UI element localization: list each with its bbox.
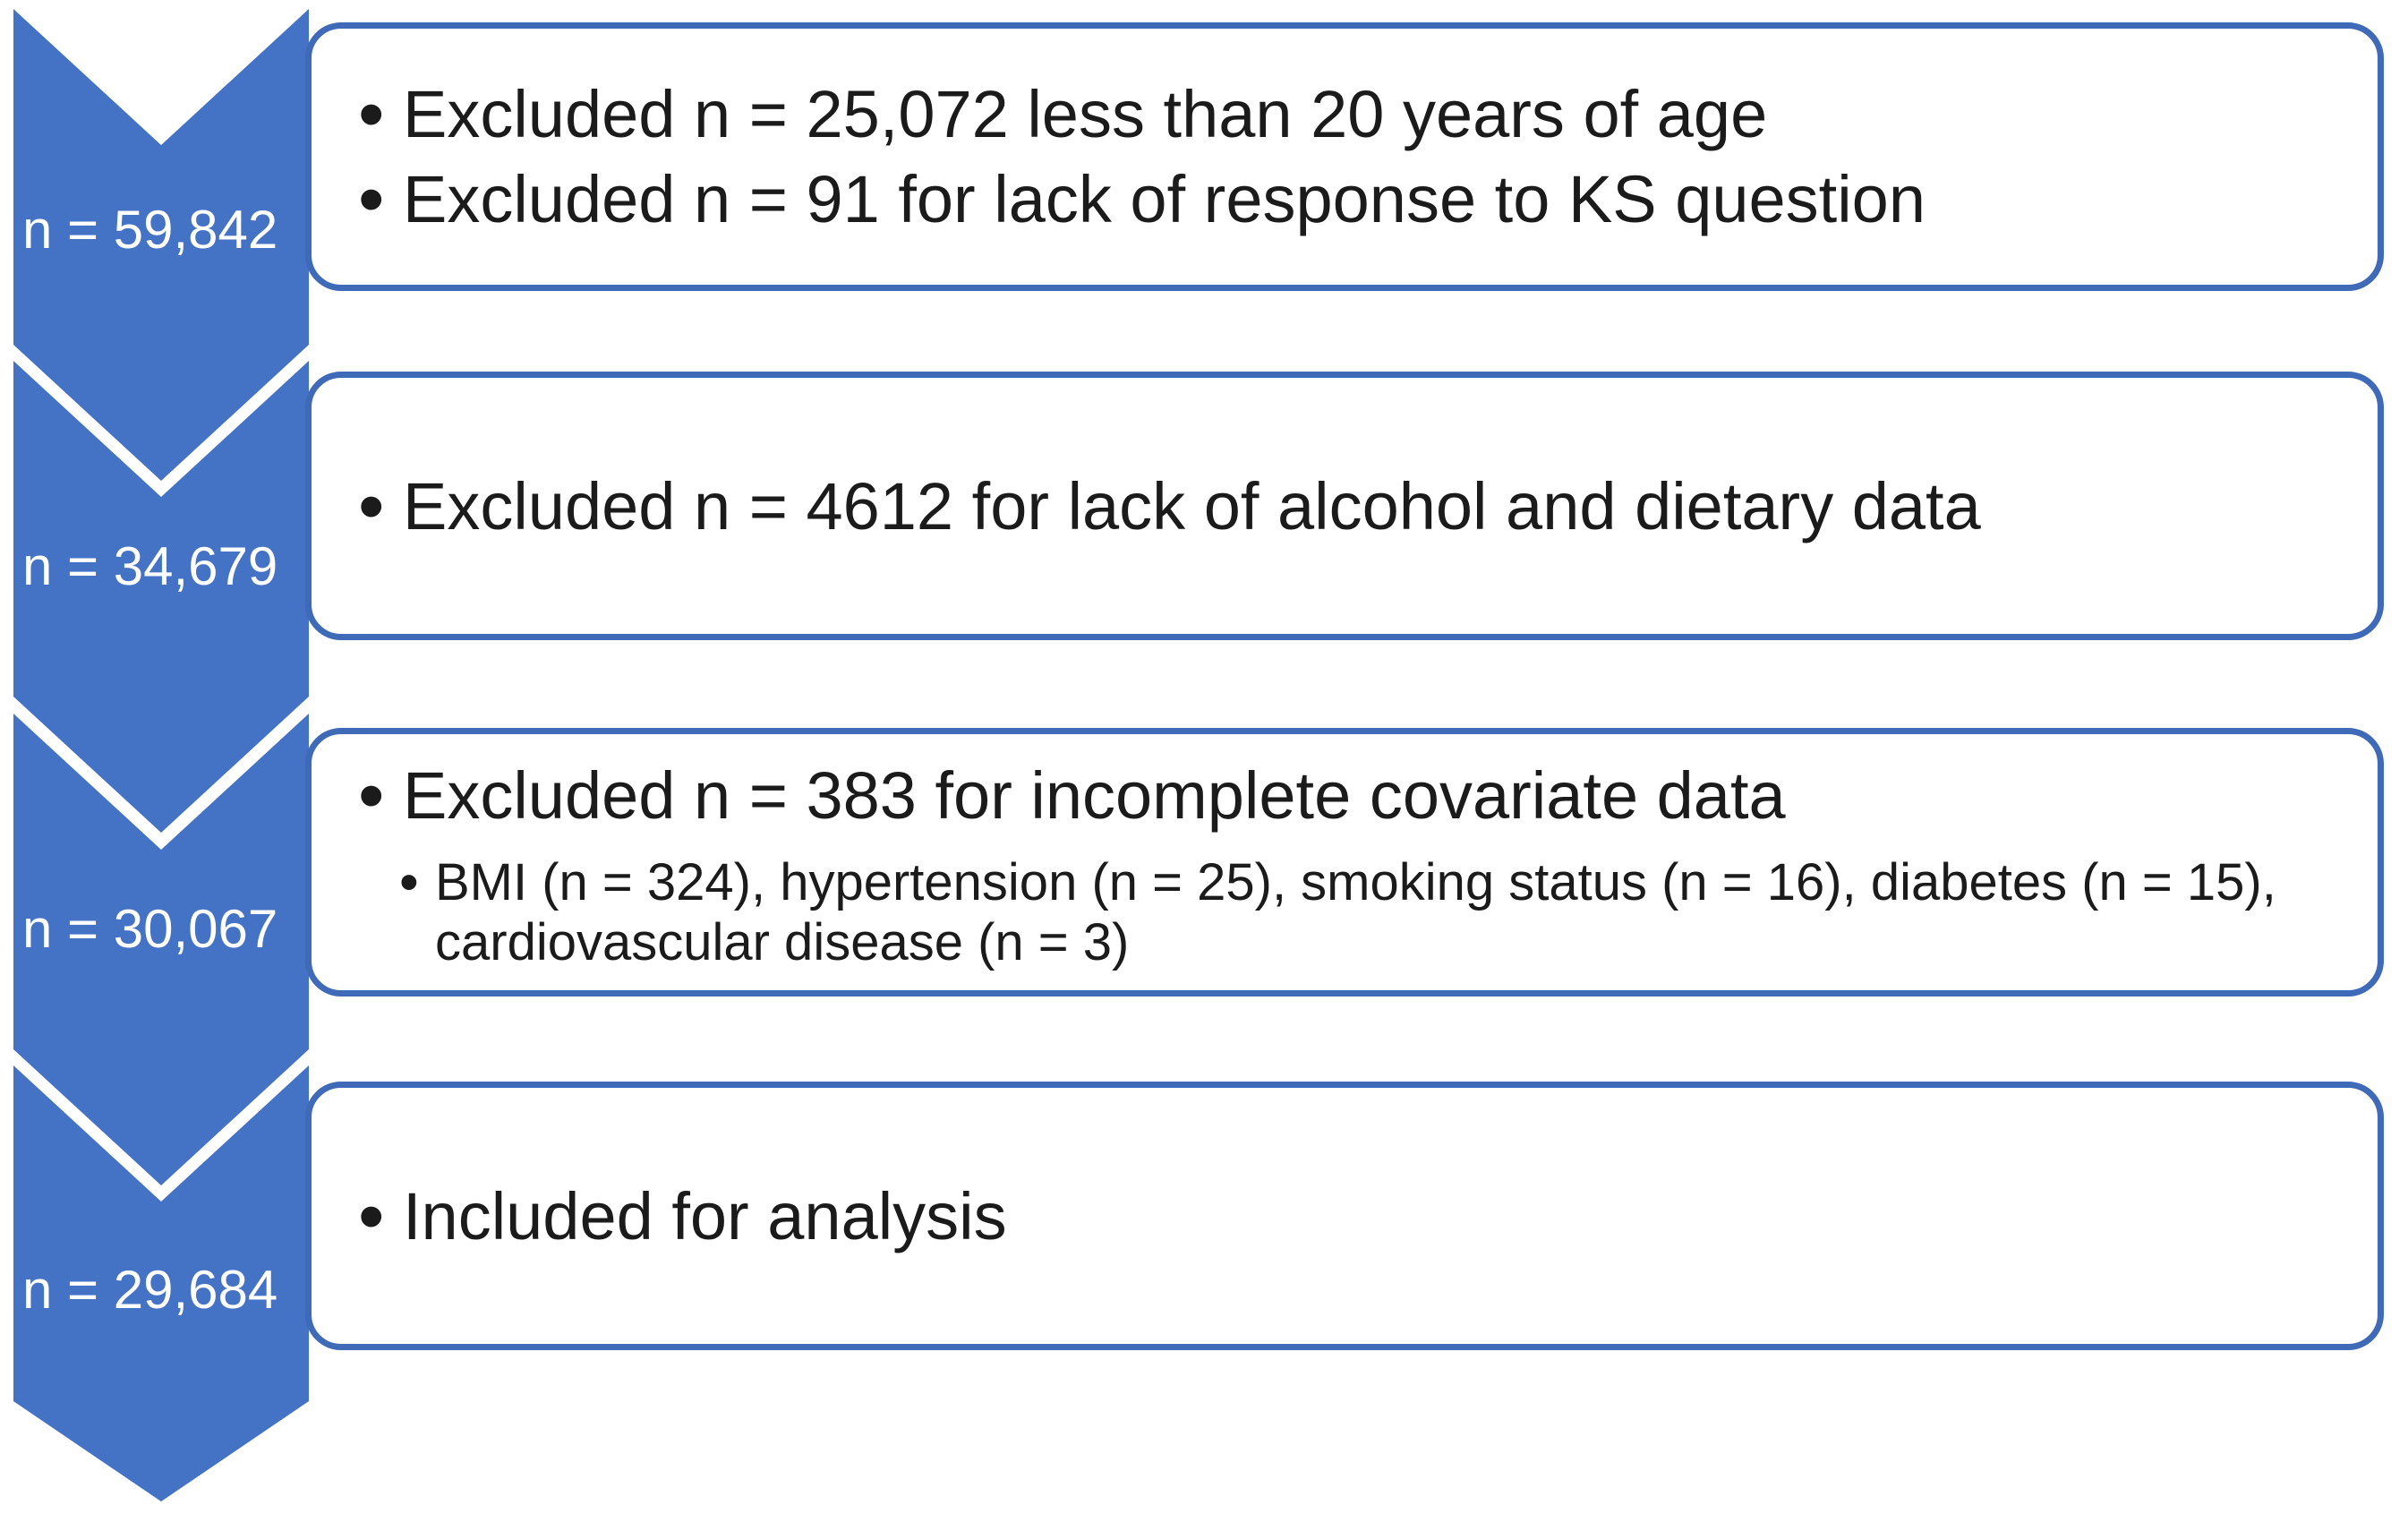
bullet-item: • Excluded n = 383 for incomplete covari… — [358, 753, 2338, 838]
chevron-arrow-1 — [13, 9, 309, 481]
stage-4-n-label: n = 29,684 — [22, 1260, 278, 1320]
stage-4-box: • Included for analysis — [305, 1082, 2384, 1350]
chevron-arrow-4 — [13, 1065, 309, 1501]
bullet-item: • Excluded n = 25,072 less than 20 years… — [358, 72, 2338, 157]
stage-3-n-label: n = 30,067 — [22, 899, 278, 959]
stage-2-n-label: n = 34,679 — [22, 536, 278, 596]
bullet-text: Excluded n = 383 for incomplete covariat… — [403, 757, 1786, 833]
stage-3-box: • Excluded n = 383 for incomplete covari… — [305, 728, 2384, 997]
bullet-icon: • — [399, 851, 419, 913]
chevron-arrow-3 — [13, 714, 309, 1185]
bullet-text: Included for analysis — [403, 1178, 1007, 1253]
chevron-arrow-2 — [13, 361, 309, 833]
chevron-column — [13, 9, 309, 1501]
stage-1-box: • Excluded n = 25,072 less than 20 years… — [305, 22, 2384, 291]
bullet-icon: • — [358, 72, 385, 156]
sub-bullet-text: BMI (n = 324), hypertension (n = 25), sm… — [435, 852, 2276, 971]
bullet-icon: • — [358, 463, 385, 548]
bullet-item: • Excluded n = 4612 for lack of alcohol … — [358, 464, 2338, 549]
stage-1-n-label: n = 59,842 — [22, 200, 278, 260]
bullet-text: Excluded n = 4612 for lack of alcohol an… — [403, 468, 1981, 543]
bullet-item: • Excluded n = 91 for lack of response t… — [358, 157, 2338, 242]
bullet-icon: • — [358, 1173, 385, 1258]
bullet-icon: • — [358, 157, 385, 241]
sub-bullet-item: • BMI (n = 324), hypertension (n = 25), … — [399, 852, 2338, 972]
bullet-text: Excluded n = 91 for lack of response to … — [403, 162, 1926, 236]
bullet-icon: • — [358, 752, 385, 837]
bullet-text: Excluded n = 25,072 less than 20 years o… — [403, 77, 1768, 151]
bullet-item: • Included for analysis — [358, 1174, 2338, 1259]
stage-2-box: • Excluded n = 4612 for lack of alcohol … — [305, 372, 2384, 640]
